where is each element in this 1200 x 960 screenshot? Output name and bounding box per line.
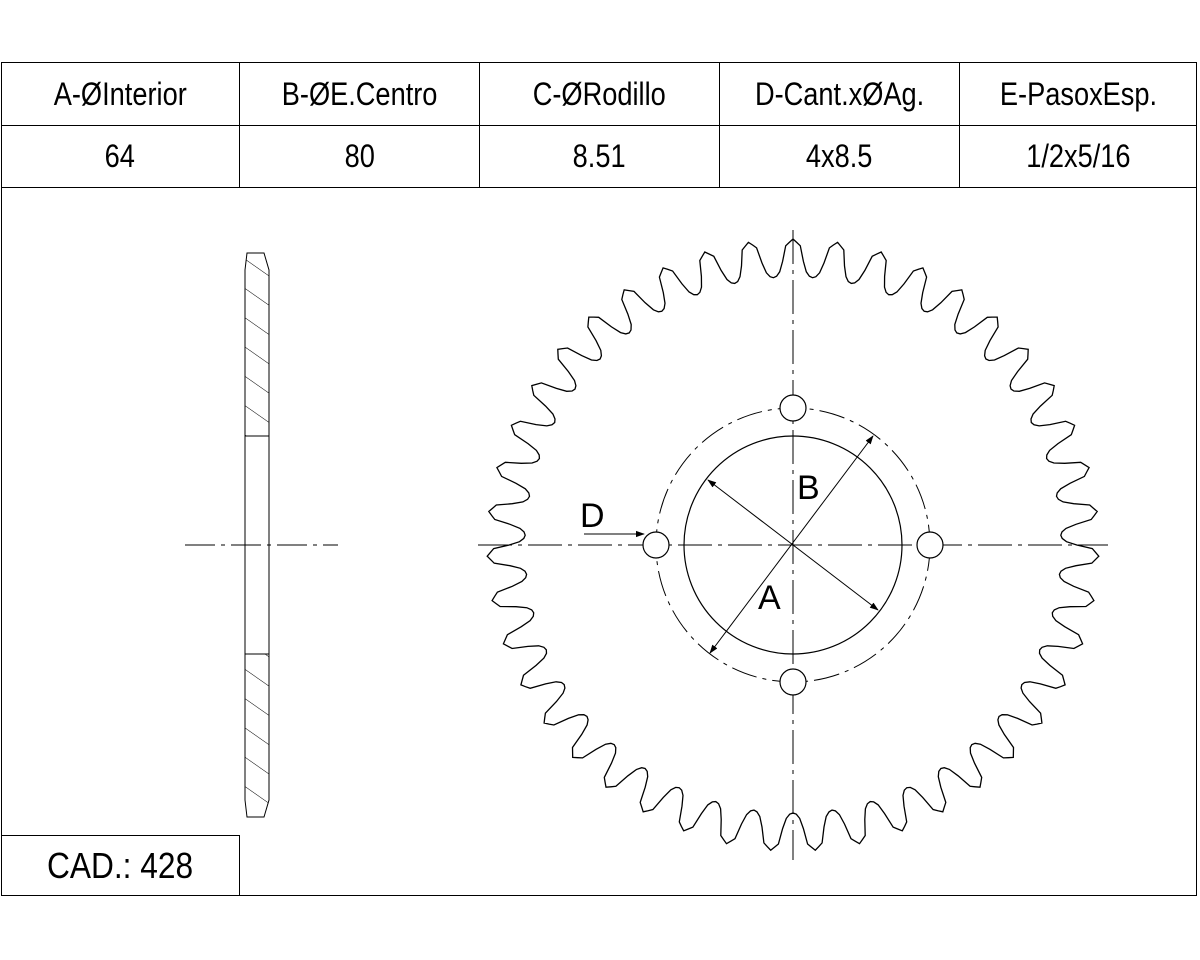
sprocket-front-view: A B D: [478, 230, 1108, 860]
table-col-divider: [479, 62, 480, 188]
header-b-centro: B-ØE.Centro: [281, 75, 438, 112]
side-view-lower-section: [244, 653, 270, 818]
bolt-hole-right: [916, 531, 944, 559]
header-a-interior: A-ØInterior: [53, 75, 187, 112]
label-a: A: [758, 579, 781, 617]
label-d: D: [580, 497, 605, 535]
value-d-agujeros: 4x8.5: [806, 138, 873, 174]
bolt-hole-top: [779, 394, 807, 422]
side-view-upper-section: [244, 252, 270, 437]
drawing-frame: [1, 62, 1197, 896]
table-col-divider: [719, 62, 720, 188]
header-c-rodillo: C-ØRodillo: [532, 75, 666, 112]
table-col-divider: [239, 62, 240, 188]
table-row-divider: [1, 125, 1197, 126]
cad-label: CAD.: 428: [1, 835, 240, 896]
sprocket-side-view: [185, 252, 338, 818]
value-b-centro: 80: [344, 138, 375, 174]
value-e-paso: 1/2x5/16: [1026, 138, 1131, 174]
table-col-divider: [959, 62, 960, 188]
dimension-b-line: [707, 479, 879, 611]
header-d-agujeros: D-Cant.xØAg.: [754, 75, 925, 112]
label-b: B: [797, 469, 820, 507]
table-bottom-line: [1, 187, 1197, 188]
value-a-interior: 64: [104, 138, 136, 174]
value-c-rodillo: 8.51: [573, 138, 626, 174]
header-e-paso: E-PasoxEsp.: [999, 75, 1158, 112]
bolt-hole-left: [642, 531, 670, 559]
bolt-hole-bottom: [779, 668, 807, 696]
